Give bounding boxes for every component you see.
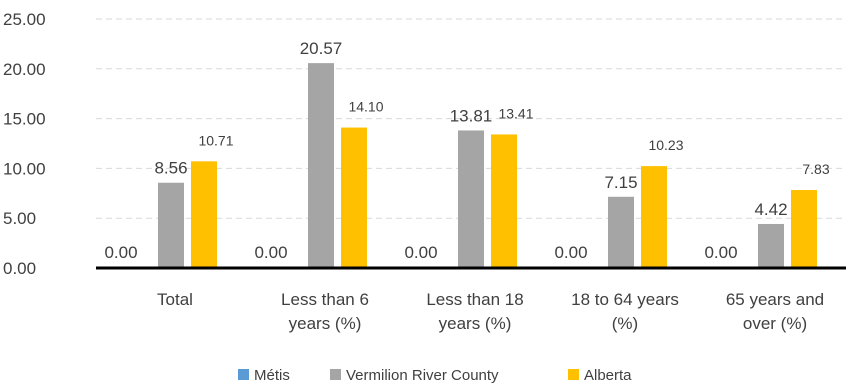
legend-label: Alberta — [584, 367, 632, 384]
data-label: 0.00 — [404, 243, 437, 262]
bar — [758, 223, 784, 268]
y-tick-label: 5.00 — [3, 209, 36, 228]
bar — [158, 182, 184, 268]
bar — [191, 161, 217, 268]
data-label: 0.00 — [704, 243, 737, 262]
category-label: Less than 6 — [281, 290, 369, 309]
data-label: 0.00 — [104, 243, 137, 262]
category-label: years (%) — [439, 314, 512, 333]
data-label: 8.56 — [154, 159, 187, 178]
category-label: Less than 18 — [426, 290, 523, 309]
legend-label: Métis — [254, 367, 290, 384]
legend-label: Vermilion River County — [346, 367, 499, 384]
data-label: 7.83 — [802, 161, 829, 177]
data-label: 13.41 — [498, 105, 533, 121]
data-label: 0.00 — [254, 243, 287, 262]
y-tick-label: 0.00 — [3, 259, 36, 278]
category-label: Total — [157, 290, 193, 309]
gridlines — [96, 18, 846, 219]
data-label: 0.00 — [554, 243, 587, 262]
bar — [341, 127, 367, 269]
data-label: 13.81 — [450, 106, 493, 125]
legend-swatch — [238, 369, 249, 380]
bar — [641, 166, 667, 268]
x-axis-category-labels: Total Less than 6 years (%) Less than 18 yea… — [157, 290, 824, 333]
data-label: 20.57 — [300, 39, 343, 58]
bar — [491, 134, 517, 268]
bar — [308, 63, 334, 268]
data-label: 10.23 — [648, 137, 683, 153]
legend-swatch — [568, 369, 579, 380]
bar — [791, 190, 817, 268]
data-label: 10.71 — [198, 132, 233, 148]
y-tick-label: 15.00 — [3, 110, 46, 129]
category-label: 18 to 64 years — [571, 290, 679, 309]
data-label: 4.42 — [754, 200, 787, 219]
category-label: (%) — [612, 314, 638, 333]
category-label: 65 years and — [726, 290, 824, 309]
bar — [608, 196, 634, 268]
category-label: over (%) — [743, 314, 807, 333]
y-tick-label: 20.00 — [3, 60, 46, 79]
data-label: 7.15 — [604, 173, 637, 192]
y-axis-tick-labels: 0.00 5.00 10.00 15.00 20.00 25.00 — [3, 10, 46, 278]
legend: Métis Vermilion River County Alberta — [238, 367, 632, 384]
y-tick-label: 25.00 — [3, 10, 46, 29]
legend-swatch — [330, 369, 341, 380]
bars — [158, 63, 817, 269]
y-tick-label: 10.00 — [3, 159, 46, 178]
data-label: 14.10 — [348, 99, 383, 115]
bar — [458, 130, 484, 268]
data-labels: 0.00 8.56 10.71 0.00 20.57 14.10 0.00 13.81 13.4… — [104, 39, 829, 262]
category-label: years (%) — [289, 314, 362, 333]
